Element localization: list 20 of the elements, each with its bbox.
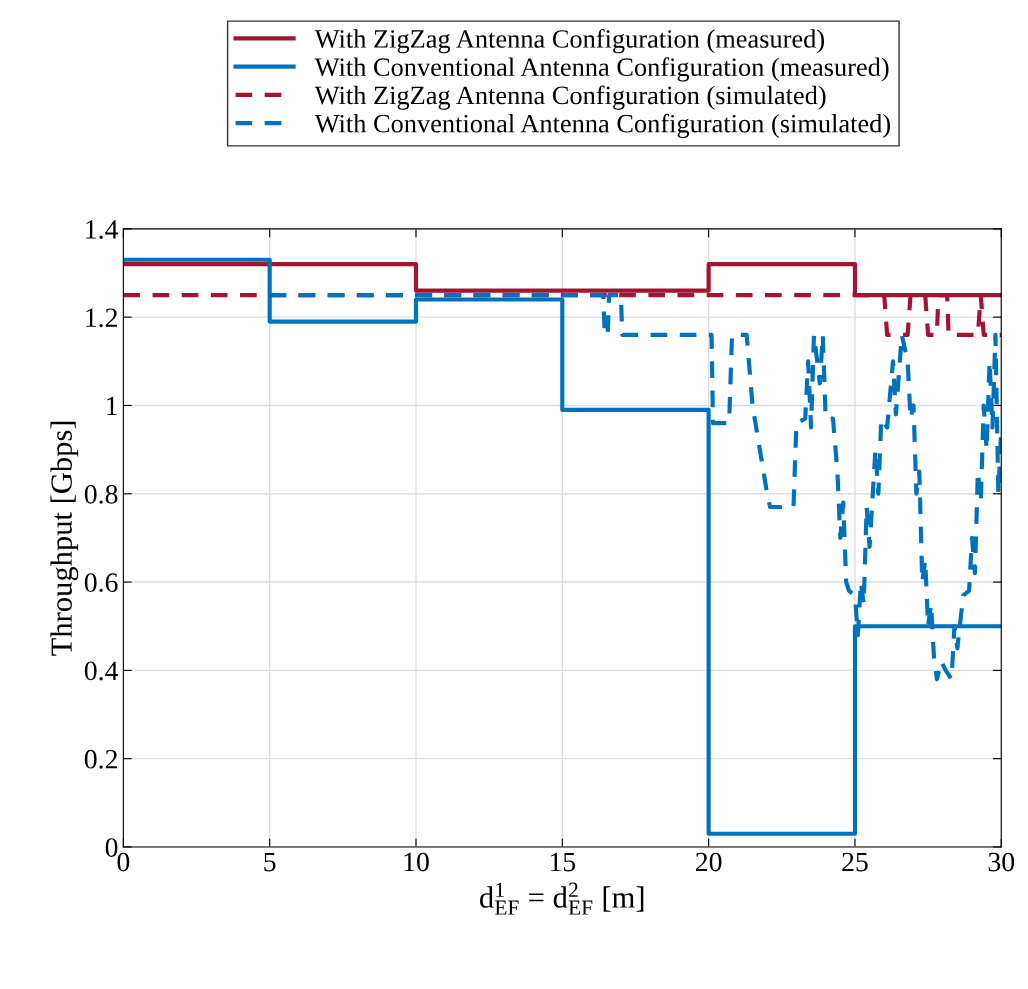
y-tick-label: 1 <box>107 396 117 416</box>
y-tick-label: 0.6 <box>84 573 118 593</box>
y-tick-label: 0 <box>105 838 118 857</box>
x-axis-title: d$^{1}$$_{EF}$ = d$^{2}$$_{EF}$ [m] <box>480 882 644 915</box>
legend-label: With ZigZag Antenna Configuration (simulated) <box>314 85 826 110</box>
y-tick-label: 0.2 <box>84 749 117 769</box>
legend-label: With Conventional Antenna Configuration (measured) <box>314 57 889 82</box>
x-tick-label: 25 <box>842 852 868 872</box>
y-tick-label: 0.4 <box>84 661 119 681</box>
y-axis-title: Throughput [Gbps] <box>50 421 79 656</box>
x-tick-label: 10 <box>404 852 429 872</box>
x-tick-label: 20 <box>695 852 722 872</box>
legend-label: With Conventional Antenna Configuration (simulated) <box>314 113 890 138</box>
legend-label: With ZigZag Antenna Configuration (measured) <box>314 29 824 54</box>
y-tick-label: 1.4 <box>86 220 119 239</box>
x-tick-label: 30 <box>988 852 1015 872</box>
x-tick-label: 15 <box>550 852 576 872</box>
x-tick-label: 5 <box>264 852 276 872</box>
y-tick-label: 1.2 <box>86 308 117 328</box>
y-tick-label: 0.8 <box>84 484 118 504</box>
